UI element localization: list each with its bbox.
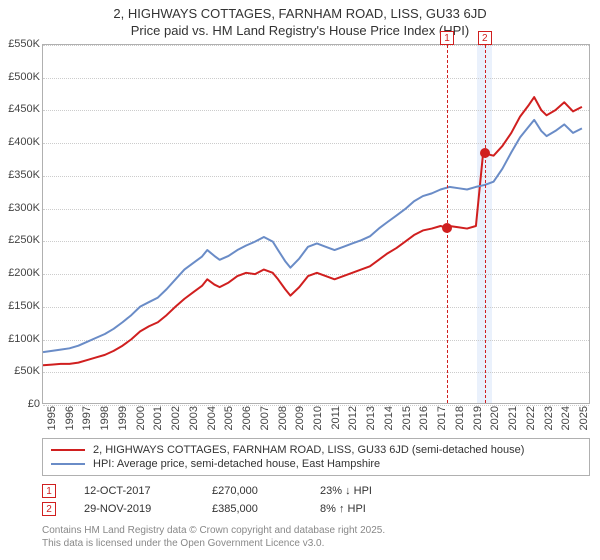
ytick-label: £0 [0,398,40,410]
xtick-label: 2007 [259,406,271,436]
xtick-label: 1995 [46,406,58,436]
chart-title: 2, HIGHWAYS COTTAGES, FARNHAM ROAD, LISS… [0,0,600,40]
xtick-label: 2006 [241,406,253,436]
sales-table: 1 12-OCT-2017 £270,000 23% ↓ HPI 2 29-NOV-201… [42,482,372,518]
legend-row: HPI: Average price, semi-detached house,… [51,457,581,471]
xtick-label: 2013 [365,406,377,436]
sale-badge: 2 [42,502,56,516]
sale-date: 12-OCT-2017 [84,485,184,497]
xtick-label: 2017 [436,406,448,436]
xtick-label: 2015 [401,406,413,436]
xtick-label: 1997 [81,406,93,436]
xtick-label: 2019 [472,406,484,436]
xtick-label: 2014 [383,406,395,436]
xtick-label: 2011 [330,406,342,436]
series-hpi [43,120,582,352]
xtick-label: 2023 [543,406,555,436]
xtick-label: 2020 [489,406,501,436]
xtick-label: 2008 [277,406,289,436]
legend: 2, HIGHWAYS COTTAGES, FARNHAM ROAD, LISS… [42,438,590,476]
ytick-label: £200K [0,267,40,279]
ytick-label: £100K [0,333,40,345]
license-line-1: Contains HM Land Registry data © Crown c… [42,524,385,537]
sale-dot [480,148,490,158]
xtick-label: 2005 [223,406,235,436]
chart-container: 2, HIGHWAYS COTTAGES, FARNHAM ROAD, LISS… [0,0,600,560]
ytick-label: £150K [0,300,40,312]
sale-vs-hpi: 23% ↓ HPI [320,485,372,497]
license-line-2: This data is licensed under the Open Gov… [42,537,385,550]
xtick-label: 2001 [152,406,164,436]
chart-lines [43,45,589,403]
ytick-label: £250K [0,234,40,246]
sale-marker-badge: 1 [440,31,454,45]
sale-price: £270,000 [212,485,292,497]
title-line-2: Price paid vs. HM Land Registry's House … [0,23,600,40]
xtick-label: 2021 [507,406,519,436]
ytick-label: £450K [0,103,40,115]
sale-marker-badge: 2 [478,31,492,45]
xtick-label: 2004 [206,406,218,436]
sale-marker-line [485,45,486,403]
xtick-label: 2024 [560,406,572,436]
legend-label: 2, HIGHWAYS COTTAGES, FARNHAM ROAD, LISS… [93,444,524,456]
plot-area: 12 [42,44,590,404]
sale-date: 29-NOV-2019 [84,503,184,515]
xtick-label: 2012 [347,406,359,436]
legend-swatch [51,449,85,451]
xtick-label: 2003 [188,406,200,436]
sale-row: 2 29-NOV-2019 £385,000 8% ↑ HPI [42,500,372,518]
xtick-label: 1996 [64,406,76,436]
ytick-label: £350K [0,169,40,181]
legend-swatch [51,463,85,465]
xtick-label: 2009 [294,406,306,436]
xtick-label: 2018 [454,406,466,436]
xtick-label: 2025 [578,406,590,436]
title-line-1: 2, HIGHWAYS COTTAGES, FARNHAM ROAD, LISS… [0,6,600,23]
sale-vs-hpi: 8% ↑ HPI [320,503,366,515]
xtick-label: 2000 [135,406,147,436]
sale-dot [442,223,452,233]
ytick-label: £500K [0,71,40,83]
xtick-label: 1999 [117,406,129,436]
legend-row: 2, HIGHWAYS COTTAGES, FARNHAM ROAD, LISS… [51,443,581,457]
xtick-label: 2022 [525,406,537,436]
xtick-label: 2010 [312,406,324,436]
sale-price: £385,000 [212,503,292,515]
xtick-label: 1998 [99,406,111,436]
xtick-label: 2016 [418,406,430,436]
ytick-label: £550K [0,38,40,50]
sale-badge: 1 [42,484,56,498]
ytick-label: £50K [0,365,40,377]
legend-label: HPI: Average price, semi-detached house,… [93,458,380,470]
sale-row: 1 12-OCT-2017 £270,000 23% ↓ HPI [42,482,372,500]
ytick-label: £300K [0,202,40,214]
series-property [43,97,582,365]
ytick-label: £400K [0,136,40,148]
license-text: Contains HM Land Registry data © Crown c… [42,524,385,550]
xtick-label: 2002 [170,406,182,436]
